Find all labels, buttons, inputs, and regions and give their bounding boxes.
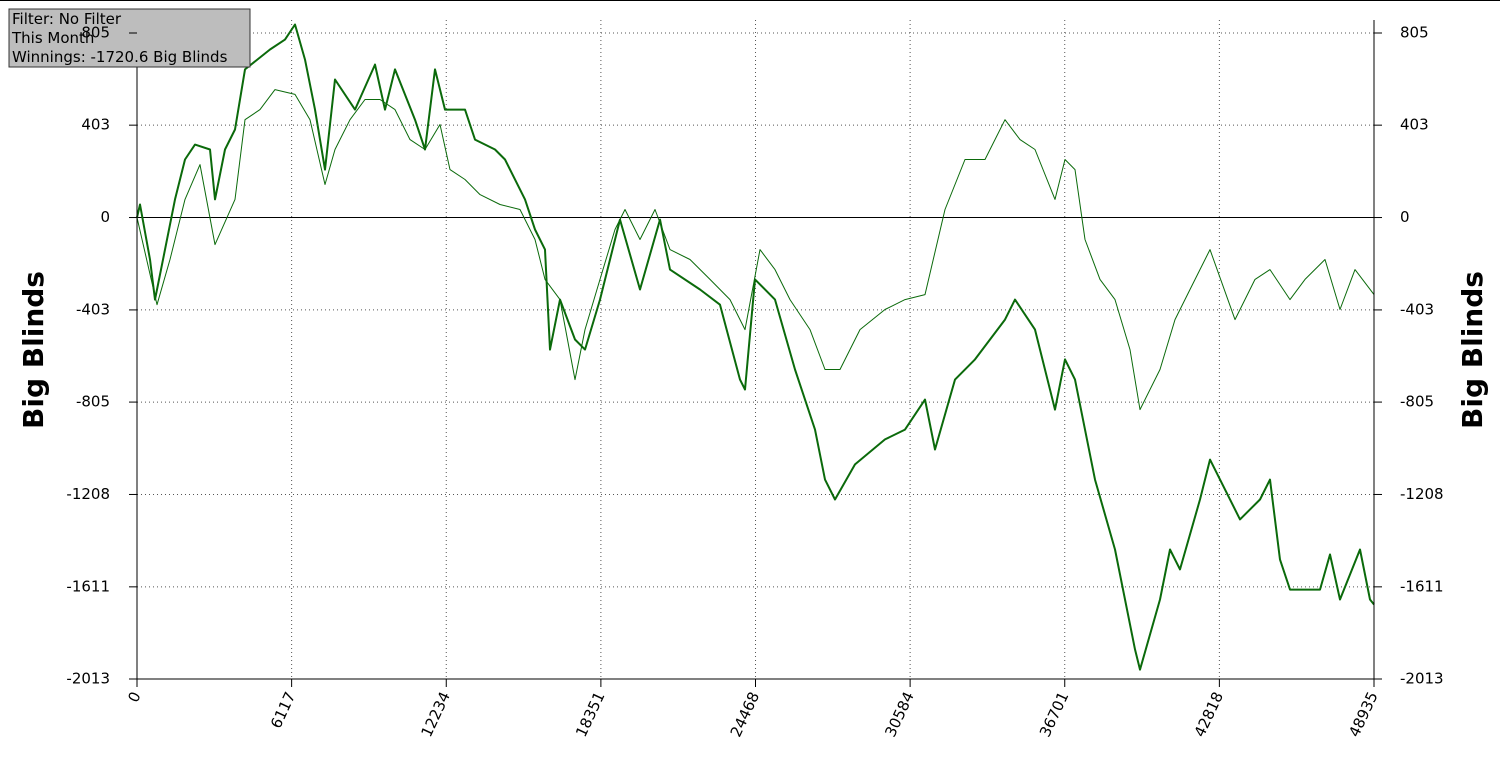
y2-tick-label: -1208 (1400, 485, 1444, 503)
x-tick-label: 36701 (1036, 689, 1072, 740)
x-tick-label: 18351 (572, 689, 608, 740)
info-winnings: Winnings: -1720.6 Big Blinds (12, 48, 228, 66)
series-line (136, 23, 1375, 671)
y-tick-label: -1611 (66, 577, 110, 595)
info-box: Filter: No Filter This Month Winnings: -… (8, 8, 251, 68)
y2-tick-label: 0 (1400, 208, 1410, 226)
y2-tick-label: -1611 (1400, 577, 1444, 595)
y2-axis-label: Big Blinds (1456, 271, 1489, 429)
info-period: This Month (11, 29, 94, 47)
y2-tick-label: 805 (1400, 24, 1429, 42)
info-box-background (8, 8, 251, 68)
x-tick-label: 6117 (267, 689, 299, 731)
y-tick-label: 403 (81, 116, 110, 134)
x-tick-label: 30584 (881, 689, 917, 740)
info-filter: Filter: No Filter (12, 10, 122, 28)
plot-area (136, 20, 1375, 680)
series-line (136, 89, 1375, 411)
y-tick-label: -1208 (66, 485, 110, 503)
y2-tick-label: -403 (1400, 300, 1434, 318)
x-tick-label: 12234 (417, 689, 453, 740)
x-tick-label: 48935 (1345, 689, 1381, 740)
y-tick-label: 0 (100, 208, 110, 226)
y-tick-label: -403 (76, 300, 110, 318)
x-tick-label: 24468 (727, 689, 763, 740)
y2-tick-label: -805 (1400, 393, 1434, 411)
x-tick-label: 0 (124, 689, 144, 705)
x-tick-label: 42818 (1191, 689, 1227, 740)
y-tick-label: 805 (81, 24, 110, 42)
y2-tick-label: 403 (1400, 116, 1429, 134)
y-tick-label: -805 (76, 393, 110, 411)
y2-tick-label: -2013 (1400, 670, 1444, 688)
y-tick-label: -2013 (66, 670, 110, 688)
y-axis-label: Big Blinds (17, 271, 50, 429)
